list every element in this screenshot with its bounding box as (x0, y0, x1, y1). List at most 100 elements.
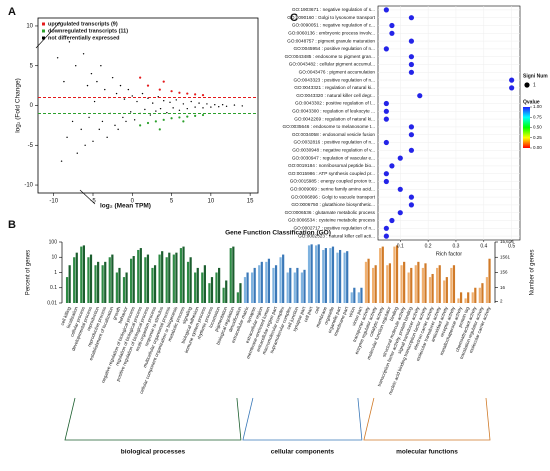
bar (97, 261, 100, 303)
bar (360, 287, 363, 303)
colorbar-tick-label: 0.50 (533, 125, 542, 130)
x-tick-label: 0 (131, 199, 135, 205)
x-tick-label: 0.3 (452, 243, 459, 249)
bar (229, 248, 232, 303)
x-tick-label: 0.2 (425, 243, 432, 249)
bar (421, 267, 424, 303)
point (194, 93, 197, 96)
y-tick-label: GO:0030947 : regulation of vascular e... (292, 155, 375, 160)
size-legend-title: Signi Num (523, 73, 548, 79)
bar (265, 261, 268, 303)
y-tick-label: 10 (51, 255, 57, 261)
dot (509, 85, 515, 91)
point (133, 119, 136, 121)
point (82, 53, 85, 55)
dot (383, 116, 389, 122)
dot (383, 139, 389, 146)
point (123, 98, 126, 100)
bar (115, 272, 118, 303)
point (139, 124, 142, 127)
y-axis-label: Percent of genes (26, 250, 32, 295)
bar (161, 251, 164, 303)
group-bracket (363, 397, 491, 441)
bar (186, 261, 190, 303)
bar (196, 267, 199, 303)
bar (300, 272, 304, 303)
y-tick-label: GO:0006896 : Golgi to vacuole transport (291, 194, 376, 199)
point (130, 111, 132, 113)
point (170, 90, 173, 93)
dot (408, 132, 415, 138)
point (178, 109, 181, 111)
point (162, 80, 165, 83)
panel-letter: C (290, 12, 298, 24)
dot (417, 93, 423, 99)
bar (324, 248, 327, 303)
bar (424, 263, 427, 303)
point (166, 111, 168, 114)
bar (118, 267, 121, 303)
y-tick-label: GO:0043321 : regulation of natural ki... (294, 85, 375, 90)
bar (104, 261, 107, 303)
point (194, 114, 197, 117)
bar (478, 287, 481, 303)
x-tick-label: cell part (303, 305, 314, 322)
point (127, 88, 130, 91)
bar (125, 272, 128, 303)
bar (353, 287, 356, 303)
group-label: cellular components (271, 449, 335, 456)
y-tick-label: 100 (49, 239, 58, 245)
bar (172, 254, 175, 303)
bar (317, 244, 320, 303)
bar (260, 261, 263, 303)
y-tick-label: GO:0030948 : negative regulation of v... (292, 148, 375, 153)
bar (65, 277, 69, 303)
y-tick-label: GO:0045954 : positive regulation of n... (293, 46, 375, 51)
y-tick-label: GO:0006750 : glutathione biosynthetic... (291, 202, 375, 207)
bar (175, 252, 178, 303)
point (154, 120, 157, 123)
bar (303, 269, 306, 303)
bar (179, 248, 183, 303)
bar (201, 272, 204, 303)
y-tick-label: GO:0009069 : serine family amino acid... (290, 187, 375, 192)
dot (389, 217, 395, 224)
point (117, 128, 119, 131)
bar (239, 283, 242, 303)
point (100, 65, 102, 67)
y2-tick-label: 1561 (500, 254, 511, 259)
bar (338, 249, 342, 303)
bar (417, 261, 420, 303)
y-tick-label: 0 (30, 103, 34, 109)
x-tick-label: 15 (247, 199, 254, 205)
bar (336, 252, 339, 303)
bar (246, 272, 249, 303)
dot (408, 194, 415, 200)
bar (329, 248, 332, 303)
y-tick-label: GO:0019184 : nonribosomal peptide bio... (288, 163, 375, 168)
point (125, 120, 127, 123)
dot (408, 124, 415, 130)
y-tick-label: GO:0035646 : endosome to melanosome t... (282, 124, 375, 129)
y-tick-label: -10 (24, 183, 33, 189)
point (86, 84, 89, 87)
point (178, 116, 181, 119)
point (84, 144, 86, 146)
y-tick-label: GO:0043482 : cellular pigment accumul... (289, 62, 375, 67)
dot (383, 7, 389, 13)
bar (379, 248, 382, 303)
chart-title: Gene Function Classification (GO) (225, 230, 331, 237)
point (225, 105, 228, 107)
bar (315, 245, 318, 303)
bar (343, 252, 346, 303)
bar (474, 287, 477, 303)
bar (153, 265, 157, 303)
y2-tick-label: 16 (500, 285, 506, 290)
bar (293, 272, 296, 303)
bar (272, 267, 275, 303)
point (221, 104, 224, 106)
bar (165, 257, 168, 303)
x-axis-label: log₂ (Mean TPM) (100, 203, 151, 210)
bar (395, 245, 399, 303)
y-tick-label: GO:0043476 : pigment accumulation (299, 70, 376, 75)
